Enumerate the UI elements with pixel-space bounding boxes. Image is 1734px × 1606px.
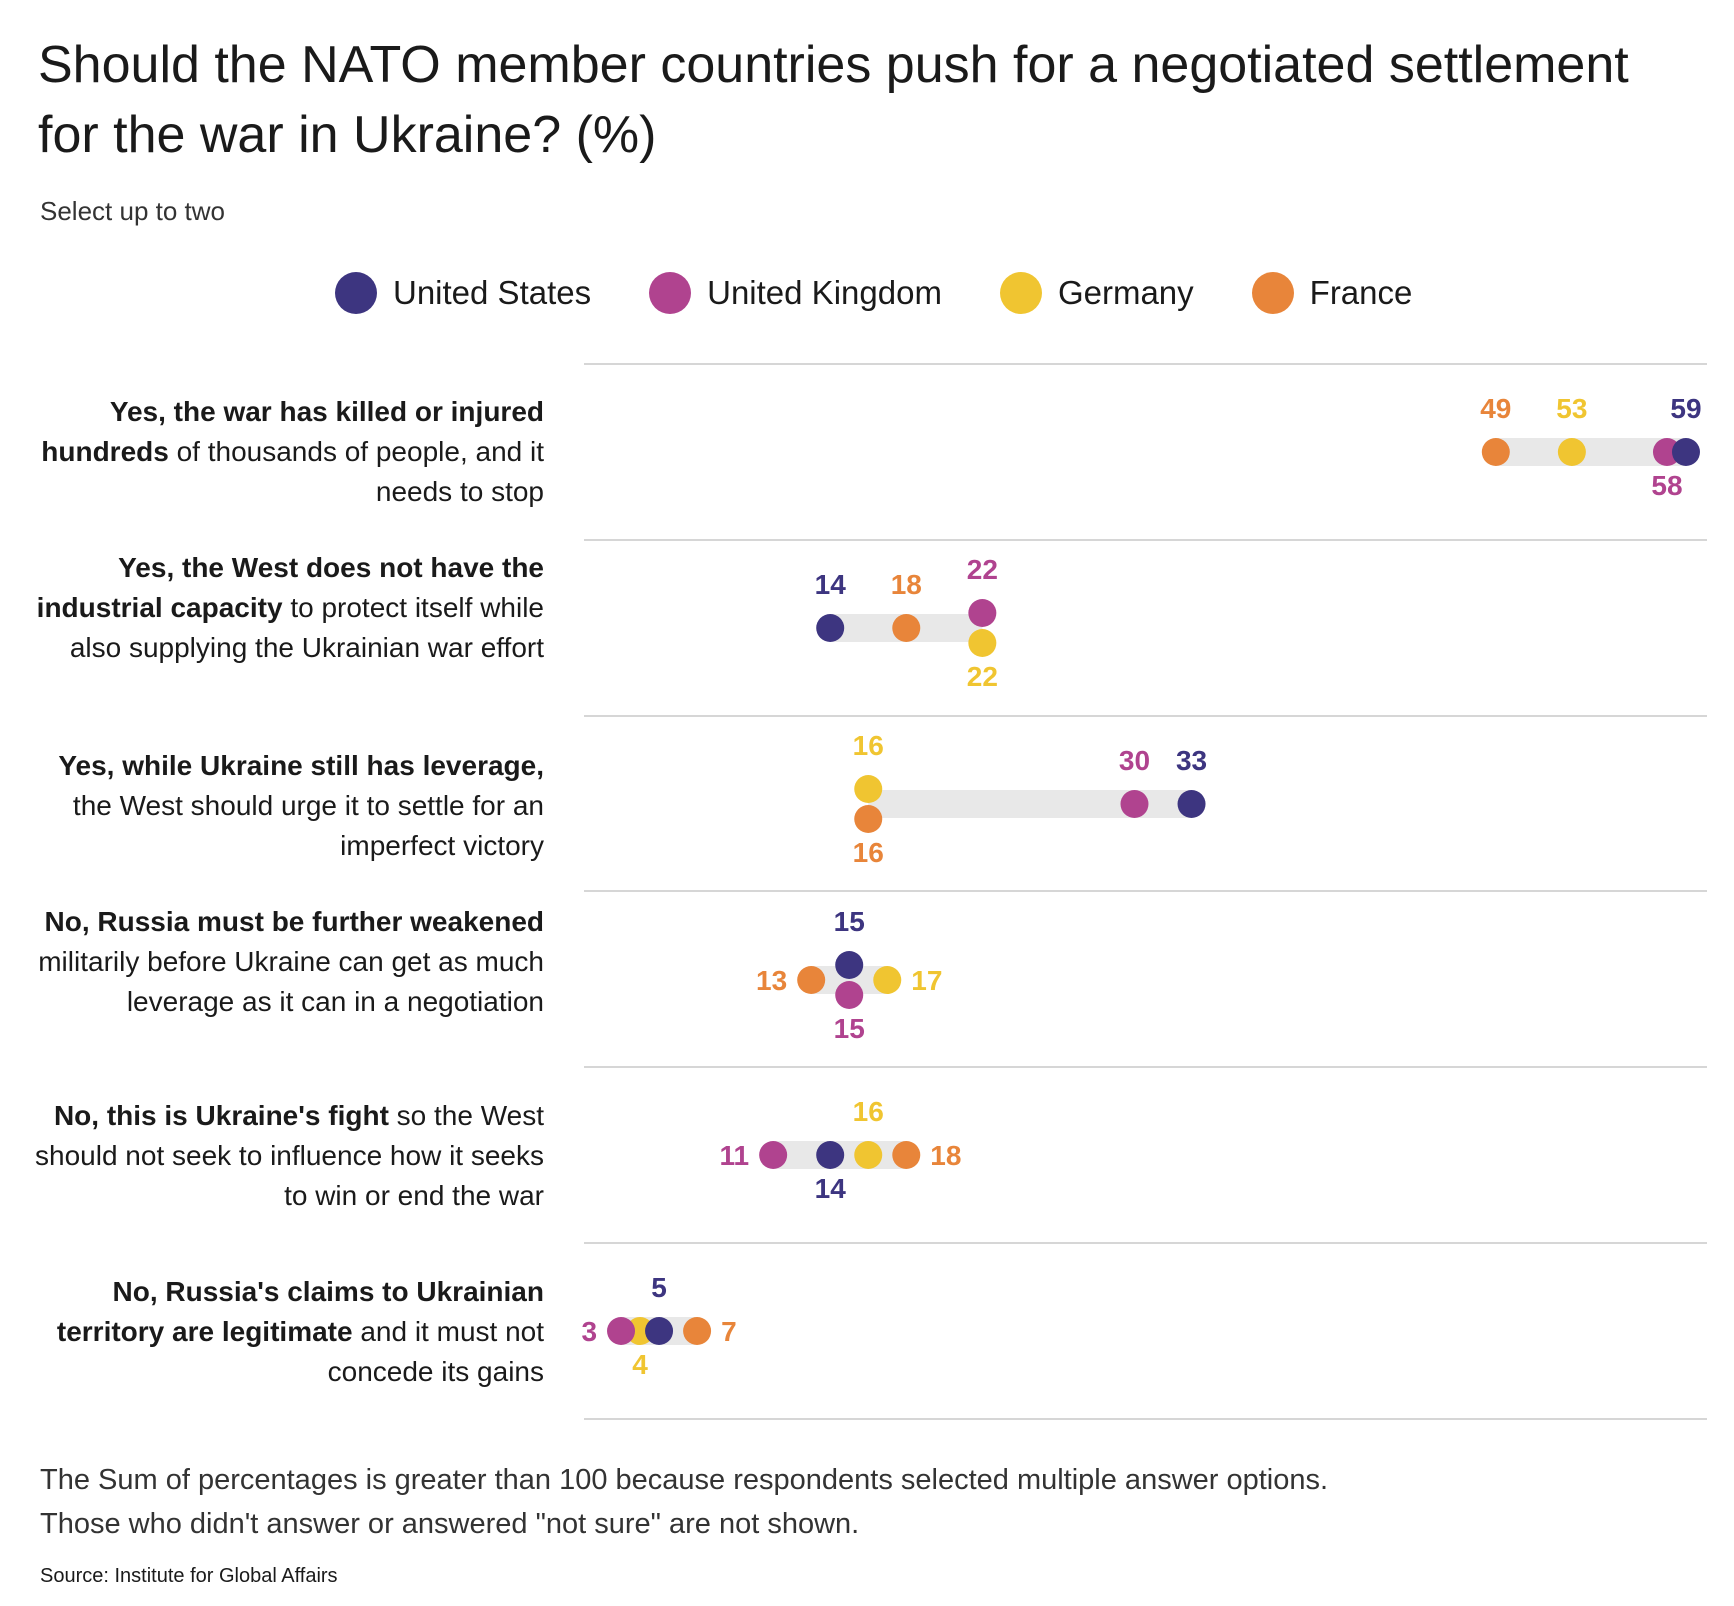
question-label-rest: to protect itself while also supplying t…	[69, 592, 544, 663]
legend-item-germany: Germany	[999, 272, 1194, 314]
data-label: 33	[1176, 745, 1207, 776]
question-label-bold: Yes, the West does not have the industri…	[36, 552, 544, 623]
data-label: 13	[756, 965, 787, 996]
question-label: No, this is Ukraine's fight so the West …	[24, 1096, 544, 1216]
footnote-line: Those who didn't answer or answered "not…	[40, 1508, 860, 1540]
dot-united-states	[1671, 438, 1700, 466]
source: Source: Institute for Global Affairs	[40, 1565, 338, 1587]
data-label: 3	[581, 1316, 597, 1347]
legend-item-united-kingdom: United Kingdom	[649, 272, 942, 314]
legend-item-united-states: United States	[335, 272, 591, 314]
data-label: 14	[815, 569, 847, 600]
dot-united-states	[1177, 790, 1206, 818]
dot-united-states	[816, 614, 845, 642]
dot-united-kingdom	[1120, 790, 1149, 818]
data-label: 59	[1670, 393, 1701, 424]
question-label-rest: militarily before Ukraine can get as muc…	[38, 946, 544, 1017]
legend-label: United States	[393, 274, 592, 311]
legend-label: United Kingdom	[707, 274, 942, 311]
question-label: No, Russia must be further weakened mili…	[24, 902, 544, 1022]
data-label: 22	[967, 661, 998, 692]
dot-france	[683, 1317, 712, 1345]
data-label: 11	[720, 1140, 750, 1171]
data-label: 58	[1651, 470, 1682, 501]
legend-label: Germany	[1057, 274, 1194, 311]
dot-germany	[1557, 438, 1586, 466]
data-label: 15	[834, 906, 865, 937]
data-label: 7	[721, 1316, 737, 1347]
question-label-bold: No, Russia's claims to Ukrainian territo…	[56, 1276, 544, 1347]
data-label: 16	[853, 730, 884, 761]
dot-united-states	[645, 1317, 674, 1345]
legend-label: France	[1309, 274, 1413, 311]
dot-united-kingdom	[835, 981, 864, 1009]
chart-title: Should the NATO member countries push fo…	[38, 36, 1629, 164]
data-label: 22	[967, 554, 998, 585]
question-label-rest: the West should urge it to settle for an…	[72, 790, 544, 861]
question-label-rest: so the West should not seek to influence…	[35, 1100, 544, 1211]
dot-france	[892, 614, 921, 642]
question-label: Yes, while Ukraine still has leverage, t…	[24, 746, 544, 866]
data-label: 4	[632, 1349, 648, 1380]
question-label-bold: No, Russia must be further weakened	[44, 906, 544, 937]
dot-germany	[968, 629, 997, 657]
legend-swatch	[1251, 272, 1294, 314]
legend: United States United Kingdom Germany Fra…	[335, 268, 1470, 318]
dot-united-states	[835, 951, 864, 979]
footnote-line: The Sum of percentages is greater than 1…	[40, 1464, 1329, 1496]
data-label: 16	[853, 1096, 884, 1127]
question-label: Yes, the war has killed or injured hundr…	[24, 392, 544, 512]
question-label: Yes, the West does not have the industri…	[24, 548, 544, 668]
dot-united-states	[816, 1141, 845, 1169]
data-label: 5	[651, 1272, 667, 1303]
dot-united-kingdom	[968, 599, 997, 627]
question-label-rest: and it must not concede its gains	[327, 1316, 544, 1387]
dot-united-kingdom	[607, 1317, 636, 1345]
legend-swatch	[649, 272, 692, 314]
question-label-bold: Yes, while Ukraine still has leverage,	[58, 750, 544, 781]
data-label: 30	[1119, 745, 1150, 776]
dot-france	[854, 805, 883, 833]
question-label: No, Russia's claims to Ukrainian territo…	[24, 1272, 544, 1392]
dot-germany	[854, 775, 883, 803]
question-label-bold: Yes, the war has killed or injured hundr…	[41, 396, 544, 467]
dot-france	[1481, 438, 1510, 466]
dot-germany	[854, 1141, 883, 1169]
dot-germany	[873, 966, 902, 994]
legend-swatch	[335, 272, 377, 314]
dot-france	[892, 1141, 921, 1169]
data-label: 15	[834, 1013, 865, 1044]
question-label-bold: No, this is Ukraine's fight	[53, 1100, 389, 1131]
dot-united-kingdom	[759, 1141, 788, 1169]
question-label-rest: of thousands of people, and it needs to …	[168, 436, 544, 507]
data-label: 49	[1480, 393, 1511, 424]
data-label: 14	[815, 1173, 847, 1204]
dot-france	[797, 966, 826, 994]
data-label: 17	[911, 965, 942, 996]
legend-item-france: France	[1251, 272, 1413, 314]
data-label: 16	[853, 837, 884, 868]
data-label: 18	[930, 1140, 961, 1171]
footnote: The Sum of percentages is greater than 1…	[40, 1458, 1328, 1546]
chart-subtitle: Select up to two	[40, 196, 225, 226]
data-label: 53	[1556, 393, 1587, 424]
data-label: 18	[891, 569, 922, 600]
legend-swatch	[999, 272, 1042, 314]
